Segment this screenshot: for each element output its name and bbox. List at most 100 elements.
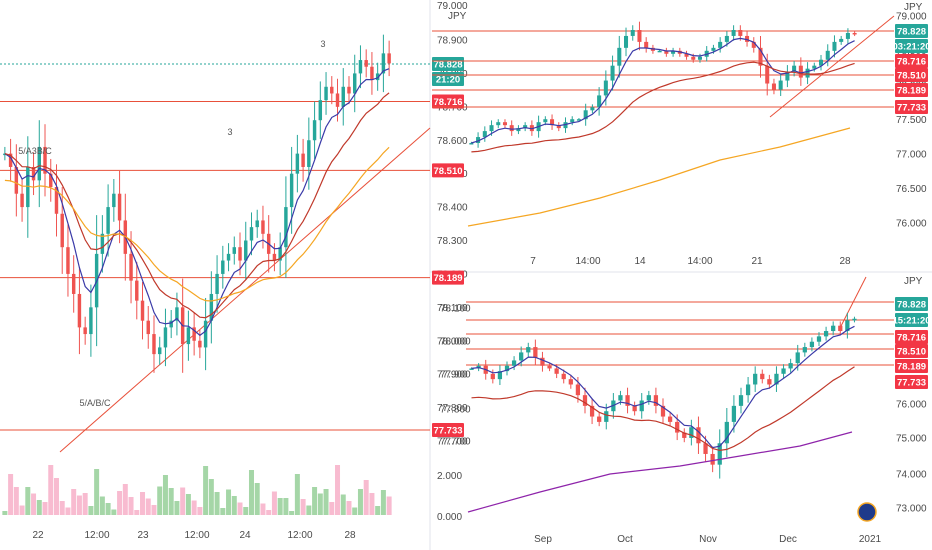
volume-bar [203, 466, 209, 515]
candle [244, 240, 248, 261]
level-tag-br-78.189-bg [895, 359, 928, 373]
x-tick-label-br: Dec [779, 534, 797, 545]
volume-bar [8, 474, 14, 515]
candle [711, 47, 716, 51]
volume-bar [226, 489, 232, 515]
ma-slow-br [467, 431, 853, 513]
volume-bar [117, 491, 123, 515]
y-tick-label-br: 76.000 [896, 400, 927, 411]
candle [112, 193, 116, 208]
candle [691, 56, 696, 60]
candle [324, 86, 328, 101]
candle [14, 166, 19, 194]
candle [697, 56, 702, 60]
candle [312, 120, 317, 141]
wave-label-3b: 3 [227, 127, 232, 137]
candle [852, 32, 857, 35]
volume-bar [329, 502, 335, 515]
y-tick-label-tr: 76.500 [896, 184, 927, 195]
volume-bar [36, 500, 42, 515]
candle [523, 125, 528, 129]
candle [261, 220, 265, 234]
candle [603, 80, 608, 96]
candle [504, 365, 510, 372]
candle [563, 122, 568, 129]
volume-bar [369, 493, 375, 515]
volume-bar [363, 480, 369, 515]
candle [556, 125, 561, 129]
candle [637, 30, 642, 42]
volume-bar [111, 509, 117, 515]
candle [146, 320, 150, 335]
candle [31, 166, 36, 181]
x-tick-label-tr: 14:00 [687, 256, 712, 267]
candle [767, 379, 772, 385]
left-candles [3, 34, 391, 373]
candle [838, 325, 843, 332]
volume-bar [357, 489, 363, 515]
candle [710, 453, 715, 465]
candle [597, 95, 602, 108]
candle [526, 347, 531, 353]
volume-bar [174, 501, 180, 515]
volume-tick-label: 2.000 [437, 471, 462, 482]
candle [660, 405, 666, 417]
volume-bar [48, 465, 54, 515]
level-tag-br-78.716-bg [895, 330, 928, 344]
candle [845, 320, 850, 332]
volume-bar [128, 497, 134, 515]
level-tag-br-78.189: 78.189 [897, 362, 926, 373]
candle [589, 405, 595, 417]
candle [590, 107, 595, 111]
countdown-tag-left-bg [432, 72, 464, 87]
candle [347, 86, 351, 94]
candle [753, 373, 758, 385]
tr-candles [469, 21, 857, 148]
candle [771, 83, 776, 90]
y-tick-label-br-left: 78.100 [440, 304, 471, 315]
candle [158, 347, 162, 355]
candle [812, 65, 817, 69]
candle [561, 373, 566, 380]
y-tick-label-left: 78.900 [437, 36, 468, 47]
candle [731, 30, 736, 36]
ma-mid-br [471, 366, 855, 452]
volume-bar [140, 492, 146, 515]
candle [358, 60, 363, 74]
candle [745, 35, 750, 42]
x-tick-label-left: 23 [137, 530, 149, 541]
price-tag-tr-bg [895, 24, 928, 38]
candle [330, 86, 334, 94]
candle [802, 347, 807, 353]
volume-bar [294, 474, 300, 515]
y-tick-label-tr: 77.000 [896, 150, 927, 161]
x-tick-label-left: 12:00 [84, 530, 109, 541]
candle [54, 187, 59, 214]
candle [186, 327, 191, 345]
candle [370, 66, 374, 81]
x-tick-label-tr: 21 [751, 256, 763, 267]
candle [341, 86, 345, 107]
candle [192, 327, 196, 341]
volume-bar [53, 478, 59, 515]
candle [823, 331, 829, 337]
candle [582, 395, 588, 406]
candle [543, 119, 548, 123]
candle [135, 280, 139, 301]
y-tick-label-tr: 79.000 [896, 12, 927, 23]
candle [249, 227, 254, 241]
candle [653, 395, 659, 406]
candle [106, 207, 110, 234]
volume-bar [88, 506, 94, 515]
level-tag-tr-78.189: 78.189 [897, 86, 926, 97]
x-tick-label-left: 22 [32, 530, 44, 541]
candle [792, 65, 797, 72]
candle [272, 253, 277, 261]
y-tick-label-left: 77.700 [437, 437, 468, 448]
level-tag-78.510-bg [432, 163, 464, 178]
candle [83, 327, 87, 335]
candle [516, 128, 521, 132]
candle [482, 131, 487, 138]
candle [696, 427, 701, 444]
